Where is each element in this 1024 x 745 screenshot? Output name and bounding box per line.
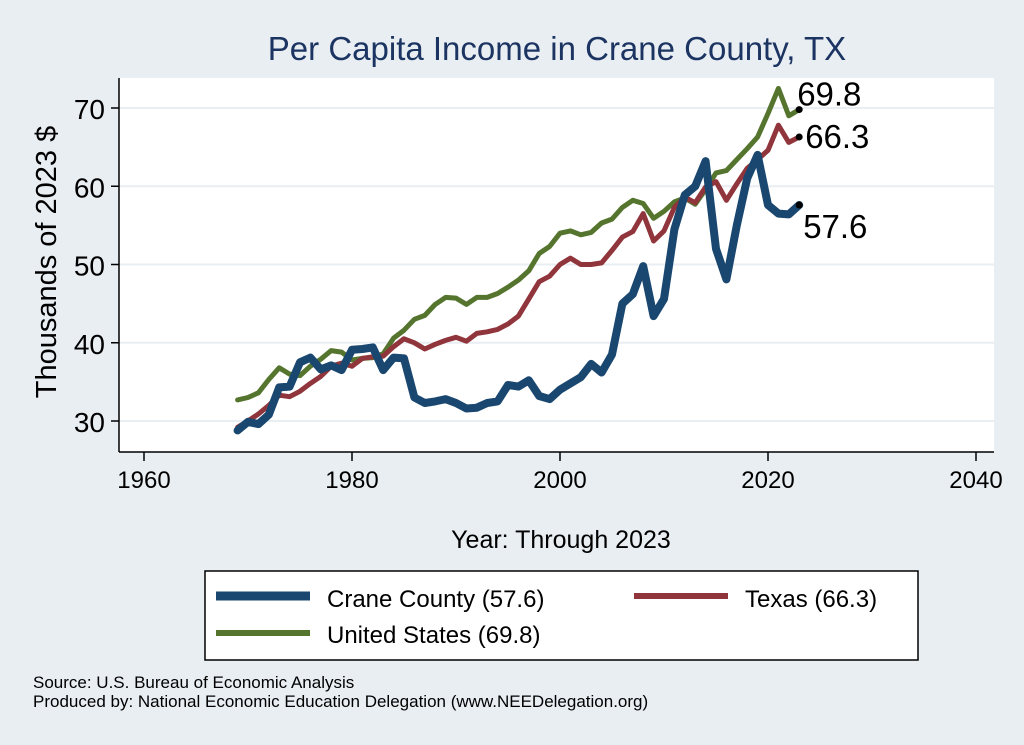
source-note: Source: U.S. Bureau of Economic Analysis [33, 673, 355, 692]
end-marker-united-states [795, 106, 803, 114]
chart-title: Per Capita Income in Crane County, TX [268, 30, 846, 67]
producer-note: Produced by: National Economic Education… [33, 692, 649, 711]
legend-label-crane-county: Crane County (57.6) [327, 586, 544, 613]
end-marker-texas [795, 133, 803, 141]
legend-items: Crane County (57.6) Texas (66.3) United St… [216, 586, 877, 649]
x-tick-label-2000: 2000 [533, 467, 586, 494]
series-line-crane-county [233, 150, 804, 435]
y-tick-label-60: 60 [74, 172, 105, 203]
x-tick-label-1980: 1980 [325, 467, 378, 494]
x-tick-label-2040: 2040 [949, 467, 1002, 494]
legend: Crane County (57.6) Texas (66.3) United St… [204, 570, 919, 661]
x-tick-label-2020: 2020 [741, 467, 794, 494]
y-tick-label-40: 40 [74, 329, 105, 360]
series-lines [233, 85, 804, 435]
y-tick-label-70: 70 [74, 94, 105, 125]
y-tick-label-50: 50 [74, 251, 105, 282]
footer: Source: U.S. Bureau of Economic Analysis… [33, 673, 648, 711]
x-tick-label-1960: 1960 [117, 467, 170, 494]
end-marker-crane-county [795, 201, 803, 209]
y-axis-label: Thousands of 2023 $ [31, 126, 63, 398]
end-label-crane-county: 57.6 [803, 208, 867, 245]
end-label-united-states: 69.8 [797, 76, 861, 113]
end-label-texas: 66.3 [805, 118, 869, 155]
end-labels: 57.6 66.3 69.8 [795, 76, 869, 245]
legend-box [204, 570, 919, 661]
axes: 30 40 50 60 70 1960 1980 2000 2020 2040 [74, 78, 1003, 494]
x-axis-label: Year: Through 2023 [451, 526, 671, 554]
legend-label-united-states: United States (69.8) [327, 622, 540, 649]
y-tick-label-30: 30 [74, 407, 105, 438]
legend-label-texas: Texas (66.3) [745, 586, 877, 613]
